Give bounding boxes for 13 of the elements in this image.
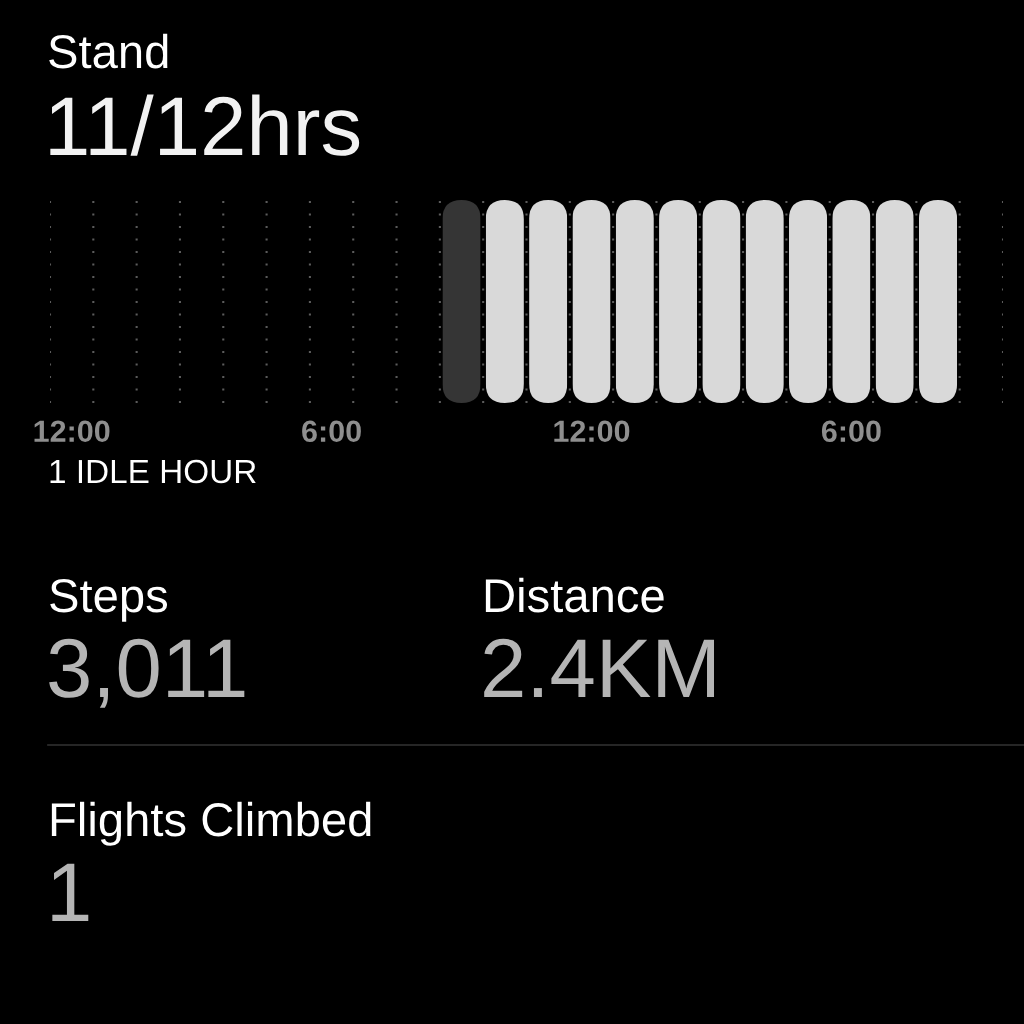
text: Flights Climbed — [51, 801, 371, 846]
text: Distance — [485, 577, 664, 613]
x-tick-label: 12:00 — [554, 420, 630, 443]
chart-title: Stand — [49, 33, 168, 69]
text: Steps — [50, 579, 168, 622]
text: 1 IDLE HOUR — [50, 459, 256, 484]
x-tick-label: 12:00 — [34, 420, 110, 443]
text: 3,011 — [49, 638, 245, 708]
x-tick-label: 6:00 — [302, 420, 361, 443]
text: 2.4KM — [484, 638, 715, 697]
chart-subtitle: 11/12hrs — [50, 94, 360, 156]
text: 1 — [52, 863, 89, 921]
x-tick-label: 6:00 — [821, 420, 881, 443]
